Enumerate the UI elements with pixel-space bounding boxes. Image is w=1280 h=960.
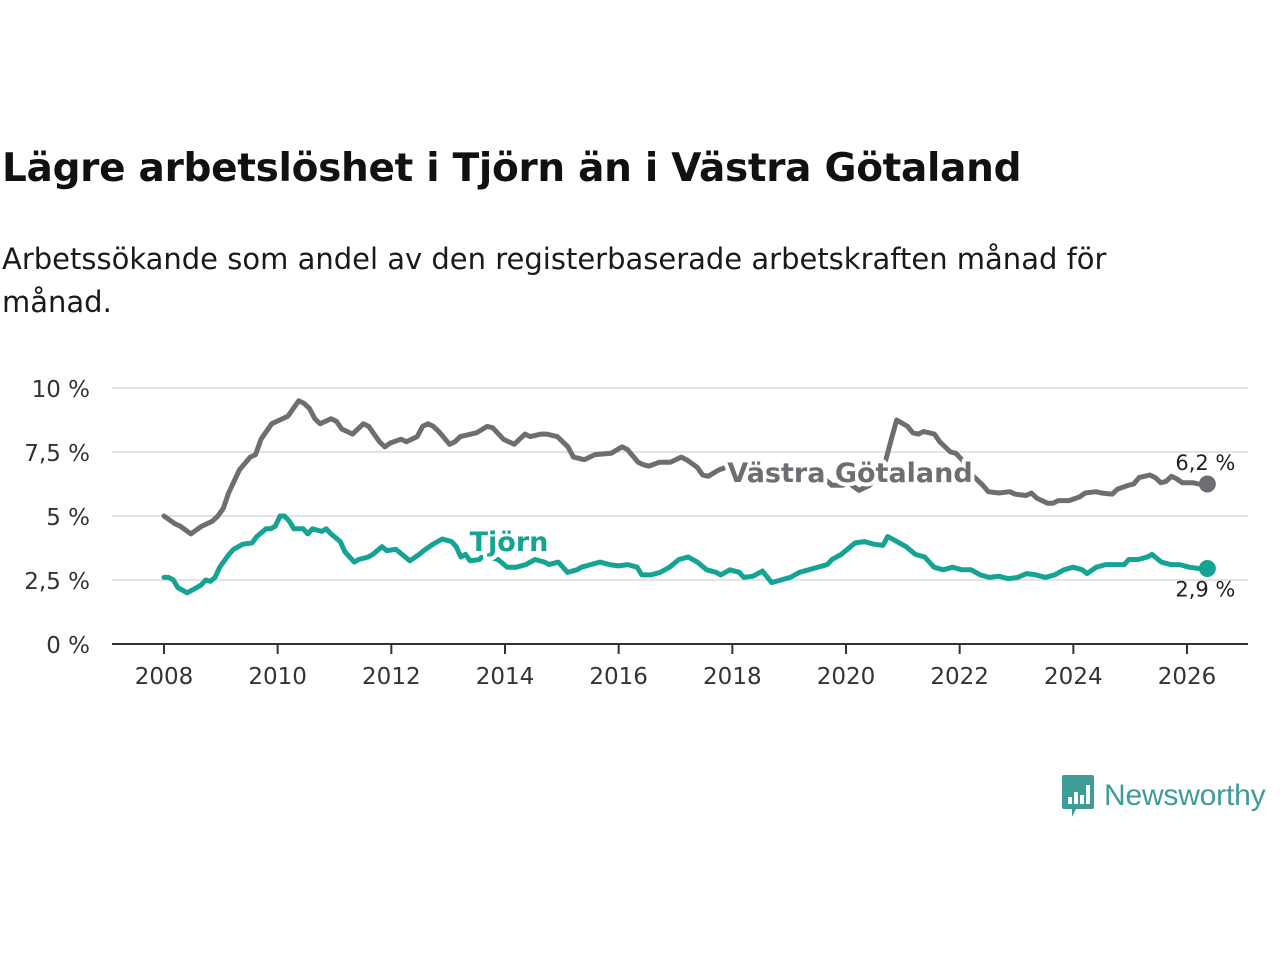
chart-title: Lägre arbetslöshet i Tjörn än i Västra G… [2, 146, 1022, 191]
x-tick-label: 2022 [930, 664, 989, 690]
series-line-tjorn [161, 513, 1201, 596]
end-value-label-tjorn: 2,9 % [1175, 577, 1235, 601]
end-value-label-vastra-gotaland: 6,2 % [1175, 451, 1235, 475]
series-end-marker [1198, 559, 1216, 577]
series-label-tjorn-halo: Tjörn [470, 527, 549, 558]
y-axis-ticks: 0 % 2,5 % 5 % 7,5 % 10 % [24, 377, 90, 659]
series-label-vastra-gotaland-halo: Västra Götaland [727, 458, 972, 489]
x-tick-label: 2016 [589, 664, 648, 690]
y-tick-label: 5 % [46, 505, 90, 531]
y-tick-label: 10 % [32, 377, 90, 403]
series-label-tjorn: Tjörn [470, 527, 549, 558]
x-tick-label: 2012 [362, 664, 421, 690]
x-tick-label: 2026 [1158, 664, 1217, 690]
x-tick-label: 2020 [817, 664, 876, 690]
chart-subtitle: Arbetssökande som andel av den registerb… [2, 242, 1107, 319]
x-tick-label: 2024 [1044, 664, 1103, 690]
brand-logo: Newsworthy [1060, 772, 1266, 820]
bar-chart-icon [1062, 775, 1094, 817]
series-lines [161, 398, 1216, 596]
y-tick-label: 0 % [46, 633, 90, 659]
series-line-vastra-gotaland [161, 398, 1201, 537]
y-tick-label: 7,5 % [24, 441, 90, 467]
x-tick-label: 2008 [135, 664, 194, 690]
series-label-vastra-gotaland: Västra Götaland [727, 458, 972, 489]
gridlines [112, 387, 1248, 581]
x-tick-label: 2014 [476, 664, 535, 690]
x-axis-ticks: 2008 2010 2012 2014 2016 2018 2020 2022 2024 2026 [112, 643, 1248, 690]
y-tick-label: 2,5 % [24, 569, 90, 595]
x-tick-label: 2018 [703, 664, 762, 690]
brand-name: Newsworthy [1104, 779, 1266, 812]
series-end-marker [1198, 475, 1216, 493]
x-tick-label: 2010 [248, 664, 307, 690]
